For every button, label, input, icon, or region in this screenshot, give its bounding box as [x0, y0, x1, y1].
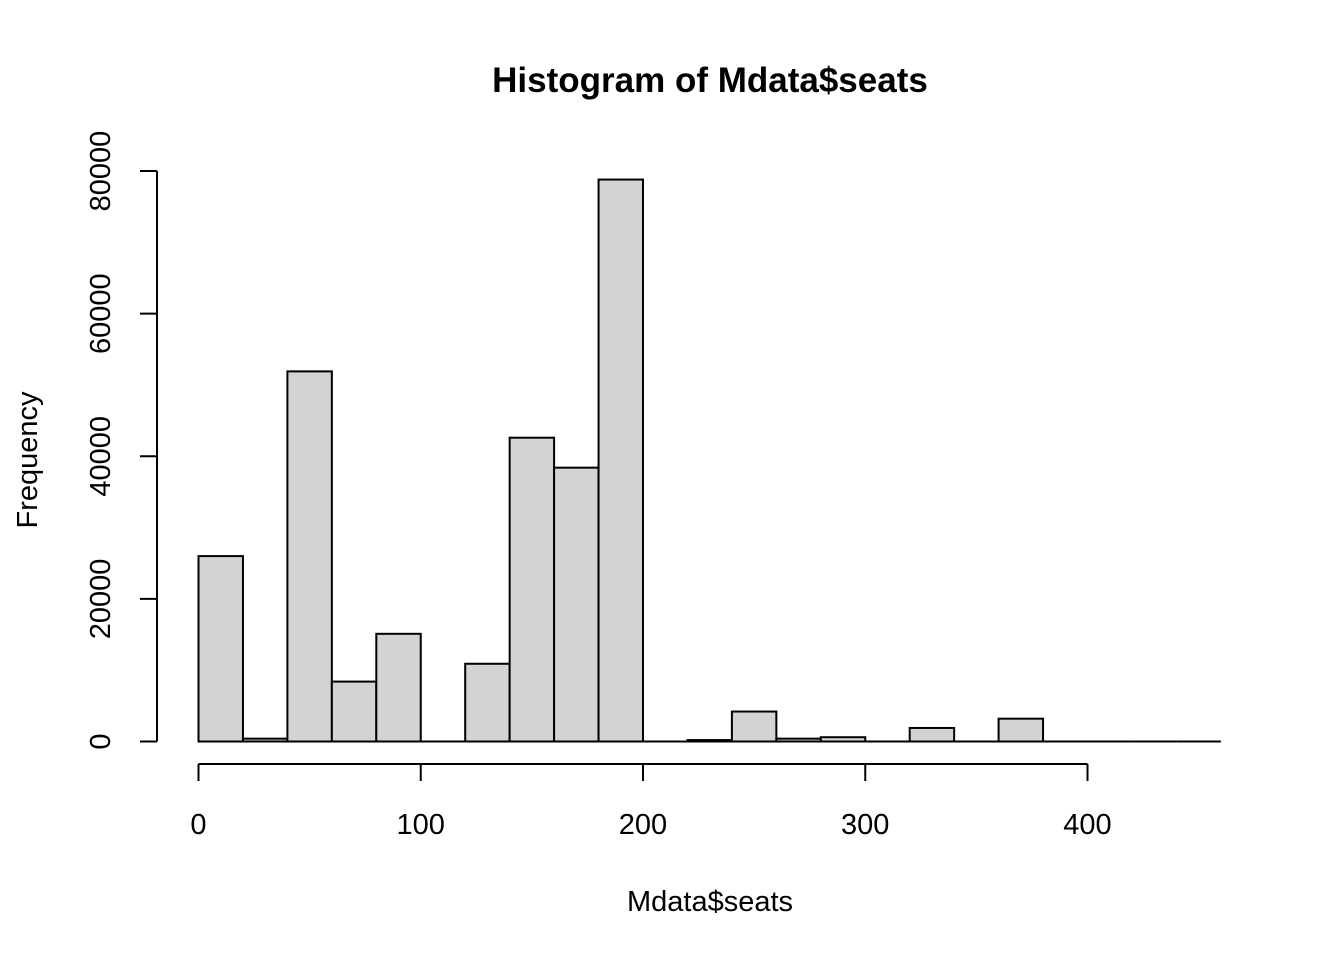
- y-tick-label: 0: [85, 733, 117, 749]
- histogram-bar: [553, 466, 600, 743]
- y-tick-label: 40000: [85, 416, 117, 497]
- x-tick-label: 200: [619, 809, 667, 841]
- histogram-bar: [775, 737, 822, 743]
- y-tick-label: 20000: [85, 559, 117, 640]
- histogram-bar: [908, 726, 956, 743]
- histogram-bar: [730, 710, 778, 743]
- histogram-bars: [197, 178, 1221, 743]
- x-tick-label: 0: [190, 809, 206, 841]
- chart-title: Histogram of Mdata$seats: [492, 61, 928, 100]
- y-axis-label: Frequency: [12, 391, 44, 529]
- y-tick-label: 80000: [85, 131, 117, 212]
- x-tick-label: 400: [1063, 809, 1111, 841]
- histogram-bar: [997, 717, 1045, 743]
- histogram-bar: [597, 178, 644, 743]
- x-axis-label: Mdata$seats: [627, 886, 793, 918]
- histogram-bar: [464, 662, 511, 743]
- histogram-bar: [241, 737, 289, 743]
- histogram-bar: [508, 436, 556, 743]
- histogram-bar: [330, 680, 378, 743]
- x-tick-label: 100: [397, 809, 445, 841]
- histogram-bar: [375, 632, 422, 743]
- x-tick-label: 300: [841, 809, 889, 841]
- histogram-bar: [819, 736, 867, 743]
- x-axis: 0 100 200 300 400: [190, 763, 1112, 841]
- histogram-bar: [286, 370, 333, 743]
- y-axis: 0 20000 40000 60000 80000: [85, 131, 158, 750]
- histogram-bar: [686, 739, 733, 743]
- histogram-bar: [197, 555, 244, 743]
- y-tick-label: 60000: [85, 273, 117, 354]
